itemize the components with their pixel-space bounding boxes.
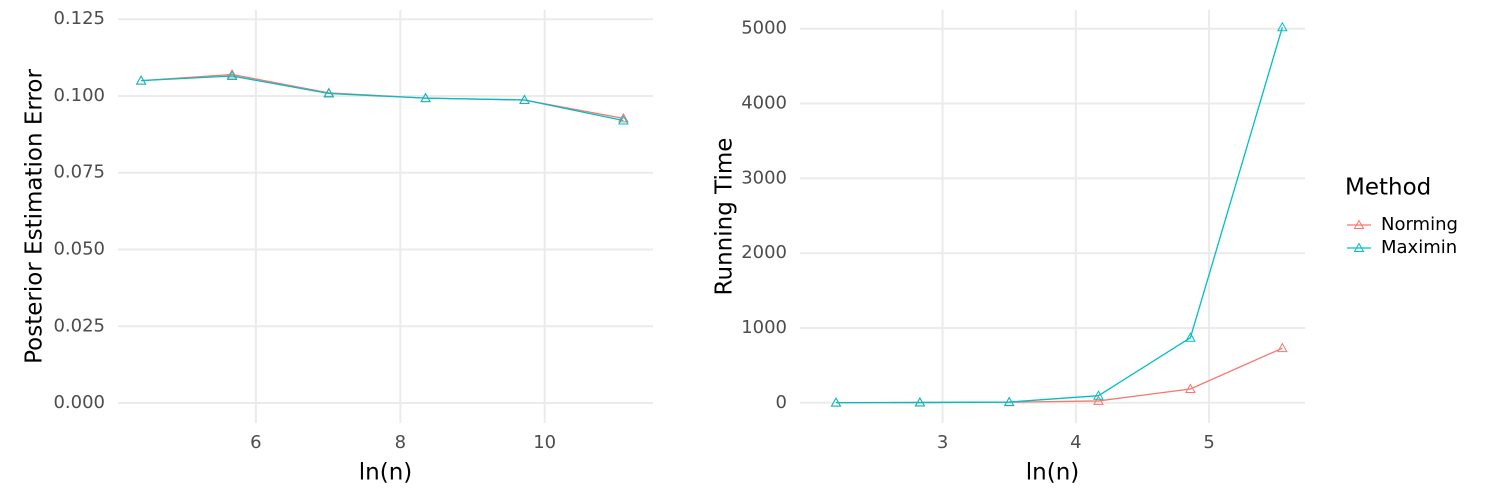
y-tick-label: 4000 — [741, 93, 787, 114]
point-marker — [1276, 342, 1288, 353]
point-marker — [1185, 332, 1196, 342]
x-axis-title: ln(n) — [1026, 460, 1080, 486]
y-tick-label: 3000 — [741, 167, 787, 188]
series-line — [835, 27, 1283, 404]
y-tick-label: 0.050 — [53, 239, 105, 260]
x-tick-label: 3 — [937, 432, 948, 453]
y-axis-title: Posterior Estimation Error — [22, 69, 48, 364]
y-tick-label: 2000 — [741, 242, 787, 263]
y-axis-title: Running Time — [712, 138, 738, 296]
x-tick-label: 8 — [395, 432, 406, 453]
point-marker — [226, 68, 238, 79]
x-tick-label: 5 — [1203, 432, 1214, 453]
point-marker — [914, 396, 926, 407]
legend-label: Maximin — [1381, 237, 1457, 258]
point-marker — [618, 112, 629, 123]
legend-label: Norming — [1381, 214, 1458, 235]
point-marker — [1185, 383, 1196, 393]
point-marker — [1276, 21, 1288, 32]
y-tick-label: 0.100 — [53, 85, 105, 106]
x-axis-title: ln(n) — [359, 460, 413, 486]
x-tick-label: 10 — [533, 432, 556, 453]
x-tick-label: 6 — [250, 432, 261, 453]
point-marker — [135, 75, 147, 85]
y-tick-label: 0.025 — [53, 315, 105, 336]
point-marker — [519, 94, 530, 104]
legend-key — [1353, 219, 1365, 229]
point-marker — [226, 70, 238, 81]
series-line — [141, 75, 624, 122]
y-tick-label: 5000 — [741, 18, 787, 39]
point-marker — [1093, 390, 1104, 400]
point-marker — [1003, 396, 1015, 407]
series-line — [835, 347, 1283, 404]
x-tick-label: 4 — [1070, 432, 1081, 453]
point-marker — [830, 397, 842, 407]
y-tick-label: 1000 — [741, 317, 787, 338]
legend-title: Method — [1345, 175, 1431, 201]
y-tick-label: 0.000 — [53, 392, 105, 413]
y-tick-label: 0.125 — [53, 8, 105, 29]
y-tick-label: 0.075 — [53, 162, 105, 183]
y-tick-label: 0 — [776, 392, 787, 413]
point-marker — [618, 115, 629, 125]
point-marker — [1093, 395, 1104, 405]
legend-key — [1353, 242, 1365, 252]
point-marker — [420, 92, 431, 103]
point-marker — [323, 88, 335, 98]
